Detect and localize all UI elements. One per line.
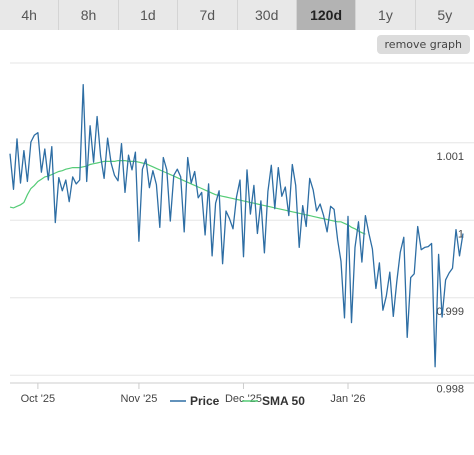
x-tick-label-3: Jan '26	[330, 393, 365, 405]
tab-5y[interactable]: 5y	[415, 0, 474, 30]
price-line	[9, 84, 464, 368]
tab-7d[interactable]: 7d	[178, 0, 238, 30]
tab-4h[interactable]: 4h	[0, 0, 60, 30]
y-tick-label-2: 0.999	[436, 306, 464, 318]
x-tick-label-0: Oct '25	[21, 393, 56, 405]
timeframe-tabs: 4h 8h 1d 7d 30d 120d 1y 5y	[0, 0, 474, 30]
y-tick-label-1: 1	[458, 228, 464, 240]
remove-graph-button[interactable]: remove graph	[376, 35, 470, 54]
tab-30d[interactable]: 30d	[237, 0, 297, 30]
tab-1y[interactable]: 1y	[356, 0, 416, 30]
y-tick-label-0: 1.001	[436, 151, 464, 163]
x-tick-label-1: Nov '25	[120, 393, 157, 405]
tab-120d[interactable]: 120d	[296, 0, 357, 30]
legend-sma-label: SMA 50	[262, 394, 305, 408]
tab-8h[interactable]: 8h	[59, 0, 119, 30]
legend-price-label: Price	[190, 394, 220, 408]
tab-1d[interactable]: 1d	[118, 0, 179, 30]
y-tick-label-3: 0.998	[436, 383, 464, 395]
x-tick-label-2: Dec '25	[225, 393, 262, 405]
sma-50-line	[9, 160, 366, 235]
